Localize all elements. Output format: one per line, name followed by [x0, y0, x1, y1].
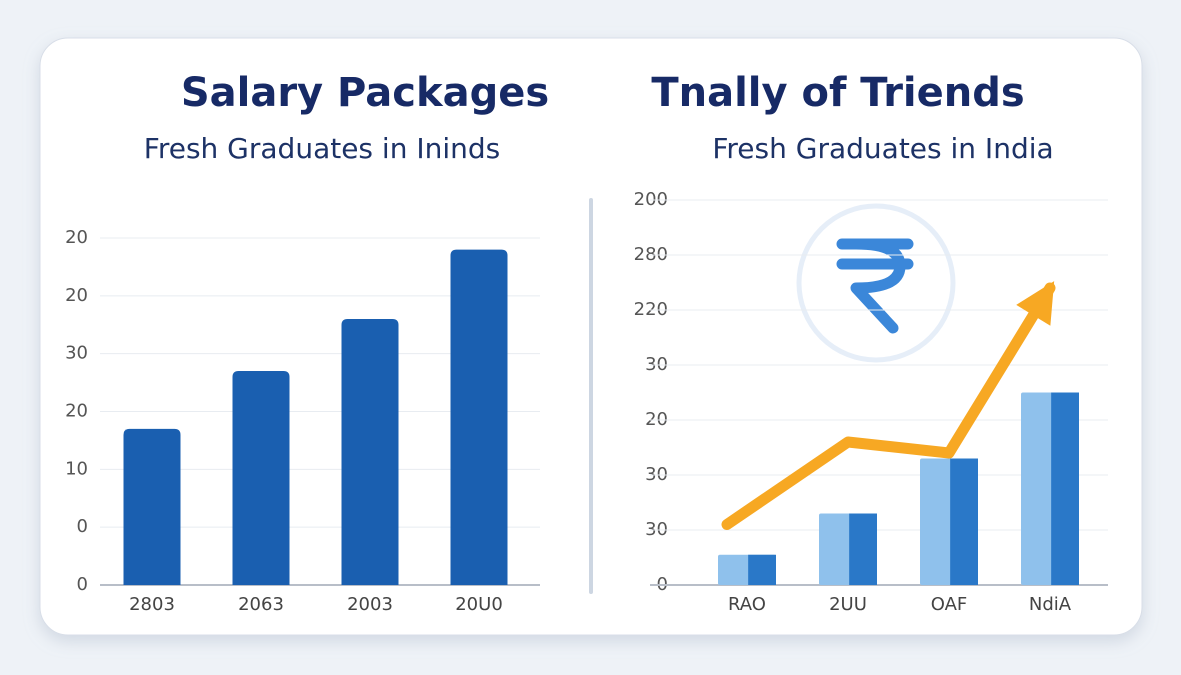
x-tick-label: 2063	[238, 594, 284, 615]
rupee-icon	[796, 203, 956, 363]
x-tick-label: OAF	[931, 594, 968, 615]
x-tick-label: 2UU	[829, 594, 867, 615]
chart-title: Tnally of Triends	[651, 70, 1024, 116]
x-tick-label: 2003	[347, 594, 393, 615]
x-tick-label: 2803	[129, 594, 175, 615]
y-tick-label: 0	[77, 574, 88, 595]
y-tick-label: 10	[65, 458, 88, 479]
chart-subtitle: Fresh Graduates in Ininds	[144, 132, 500, 165]
arrow-head	[1016, 281, 1055, 326]
bar-shade	[748, 554, 776, 585]
bar	[450, 249, 508, 586]
y-tick-label: 20	[65, 285, 88, 306]
x-tick-label: 20U0	[455, 594, 503, 615]
bar-shade	[849, 513, 877, 585]
chart-subtitle: Fresh Graduates in India	[712, 132, 1053, 165]
chart-title: Salary Packages	[181, 70, 549, 116]
trend-line	[721, 282, 1056, 530]
y-tick-label: 20	[65, 401, 88, 422]
x-tick-label: RAO	[728, 594, 766, 615]
x-tick-label: NdiA	[1029, 594, 1072, 615]
y-tick-label: 30	[65, 343, 88, 364]
bar	[341, 318, 399, 585]
bar	[232, 371, 290, 585]
y-tick-label: 20	[65, 227, 88, 248]
bar-shade	[1051, 392, 1079, 585]
bar	[123, 428, 181, 585]
y-tick-label: 0	[77, 516, 88, 537]
bar-shade	[950, 458, 978, 585]
